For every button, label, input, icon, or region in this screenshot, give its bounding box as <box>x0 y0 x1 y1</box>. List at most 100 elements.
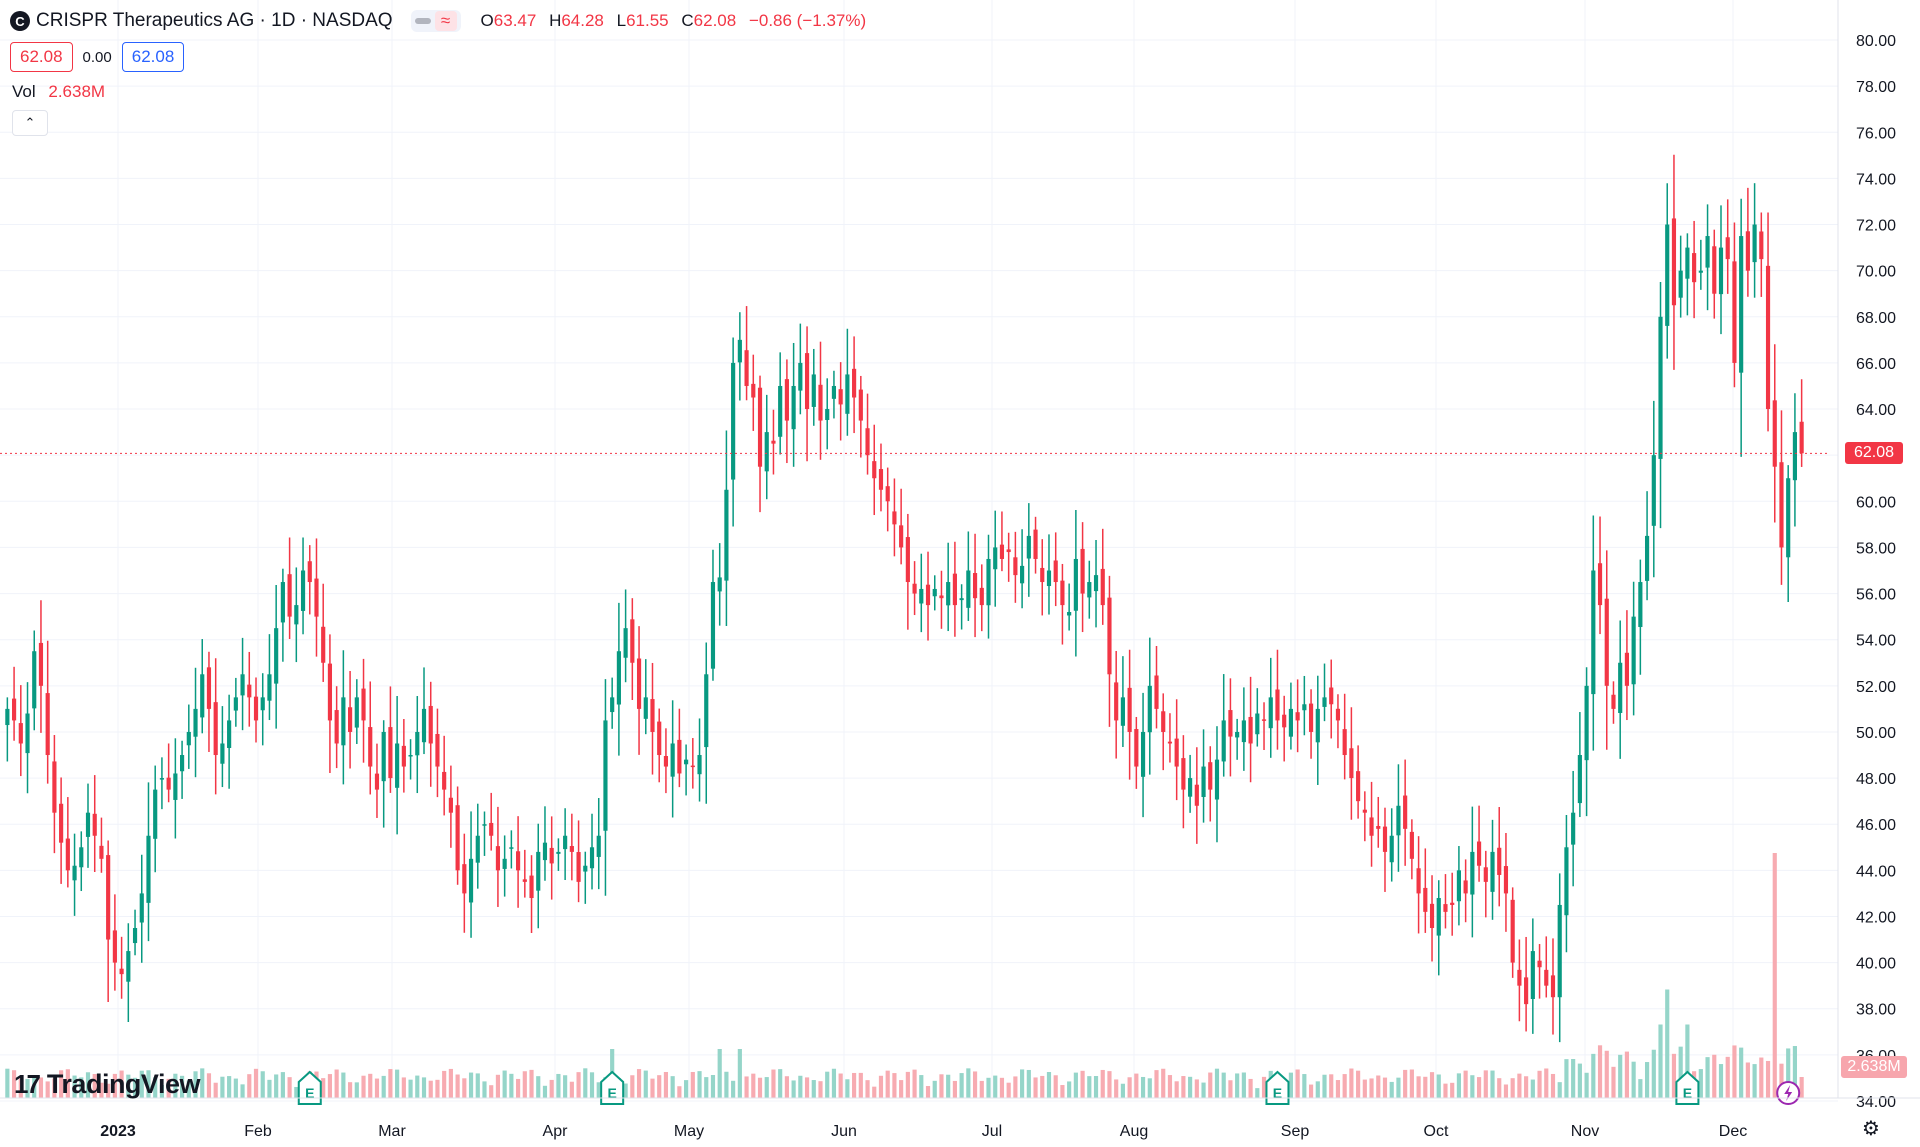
volume-bar <box>522 1071 527 1098</box>
chart-grid <box>0 0 1838 1102</box>
volume-bar <box>1369 1078 1374 1098</box>
volume-bar <box>529 1069 534 1098</box>
price-tick-label: 44.00 <box>1856 863 1896 880</box>
wave-icon[interactable]: ≈ <box>434 11 457 31</box>
collapse-legend-button[interactable]: ⌃ <box>12 110 48 136</box>
candle-body <box>1725 237 1730 260</box>
candle-body <box>905 537 910 583</box>
candle-body <box>502 858 507 869</box>
candle-body <box>274 628 279 684</box>
candle-body <box>52 761 57 813</box>
volume-bar <box>1772 853 1777 1098</box>
volume-bar <box>1188 1076 1193 1098</box>
volume-bar <box>334 1069 339 1098</box>
candle-body <box>784 379 789 421</box>
candle-body <box>300 570 306 611</box>
volume-bar <box>253 1068 259 1098</box>
tradingview-logo-icon: 17 <box>14 1069 41 1099</box>
candle-body <box>1638 582 1643 628</box>
volume-bar <box>1618 1054 1623 1098</box>
hide-icon[interactable] <box>414 18 431 24</box>
candle-body <box>1604 598 1609 686</box>
candle-body <box>1698 270 1703 273</box>
volume-bar <box>1147 1078 1152 1098</box>
candle-body <box>1329 687 1334 705</box>
candle-body <box>1537 960 1542 968</box>
volume-bar <box>1483 1070 1488 1098</box>
earnings-marker[interactable]: E <box>297 1070 322 1105</box>
legend-toggle[interactable]: ≈ <box>410 10 461 32</box>
time-tick-label: Apr <box>543 1123 569 1140</box>
volume-bar <box>1174 1081 1179 1098</box>
candle-body <box>166 777 171 790</box>
candle-body <box>516 851 521 871</box>
candle-body <box>1107 597 1112 675</box>
volume-bar <box>341 1072 346 1098</box>
settings-icon[interactable]: ⚙ <box>1862 1118 1880 1140</box>
earnings-marker[interactable]: E <box>1675 1070 1700 1105</box>
ask-button[interactable]: 62.08 <box>121 42 185 72</box>
earnings-marker[interactable]: E <box>1265 1070 1290 1105</box>
volume-bar <box>1631 1061 1636 1098</box>
earnings-marker[interactable]: E <box>600 1070 625 1105</box>
price-tick-label: 52.00 <box>1856 679 1896 696</box>
volume-bar <box>18 1078 23 1098</box>
volume-bar <box>1235 1073 1240 1098</box>
lightning-icon[interactable] <box>1776 1081 1801 1105</box>
volume-bar <box>778 1069 783 1098</box>
volume-bar <box>1020 1069 1025 1098</box>
volume-bar <box>885 1070 890 1098</box>
volume-bar <box>1396 1077 1401 1098</box>
candle-body <box>872 461 877 479</box>
candle-body <box>1302 704 1307 711</box>
volume-bar <box>892 1073 897 1098</box>
price-axis: 80.00 78.00 76.00 74.00 72.00 70.00 68.00 66.00… <box>1856 33 1896 1111</box>
volume-bar <box>589 1072 595 1098</box>
candle-body <box>388 727 393 779</box>
candle-body <box>710 582 716 669</box>
volume-bar <box>112 1073 117 1098</box>
volume-bar <box>327 1074 333 1098</box>
volume-label[interactable]: Vol <box>12 82 36 101</box>
symbol-title[interactable]: CRISPR Therapeutics AG · 1D · NASDAQ <box>36 10 393 31</box>
volume-bar <box>1786 1048 1791 1098</box>
candle-body <box>1658 316 1663 459</box>
candle-body <box>1006 549 1011 553</box>
bid-button[interactable]: 62.08 <box>10 42 73 72</box>
candle-body <box>240 674 245 696</box>
candle-body <box>307 561 312 583</box>
tradingview-logo[interactable]: 17 TradingView <box>14 1069 200 1100</box>
candle-body <box>603 720 608 831</box>
time-tick-label: Sep <box>1281 1123 1310 1140</box>
candle-body <box>247 684 252 698</box>
candle-body <box>1389 835 1394 863</box>
volume-bar <box>757 1077 763 1098</box>
candle-body <box>1759 231 1764 260</box>
volume-bar <box>475 1073 480 1098</box>
volume-bar <box>1134 1073 1139 1098</box>
candle-body <box>1060 580 1065 606</box>
ohlc-values: O63.47 H64.28 L61.55 C62.08 −0.86 (−1.37… <box>480 11 867 30</box>
volume-bar <box>563 1075 568 1098</box>
candle-body <box>1255 713 1260 735</box>
volume-bar <box>536 1076 541 1098</box>
candle-body <box>381 731 386 782</box>
volume-bar <box>845 1079 850 1098</box>
candle-body <box>1550 975 1556 998</box>
time-tick-label: Jun <box>831 1123 857 1140</box>
candle-body <box>1792 432 1798 481</box>
candle-body <box>818 384 823 421</box>
volume-bar <box>899 1080 904 1098</box>
candle-body <box>1564 847 1569 916</box>
candle-body <box>260 697 265 711</box>
volume-bar <box>1624 1051 1629 1098</box>
volume-bar <box>206 1073 212 1098</box>
volume-bar <box>1288 1072 1293 1098</box>
volume-bar <box>1322 1074 1327 1098</box>
candle-body <box>536 851 541 891</box>
candle-body <box>132 928 138 944</box>
candle-body <box>354 697 359 728</box>
volume-bar <box>1497 1078 1502 1098</box>
candle-body <box>1288 708 1293 737</box>
